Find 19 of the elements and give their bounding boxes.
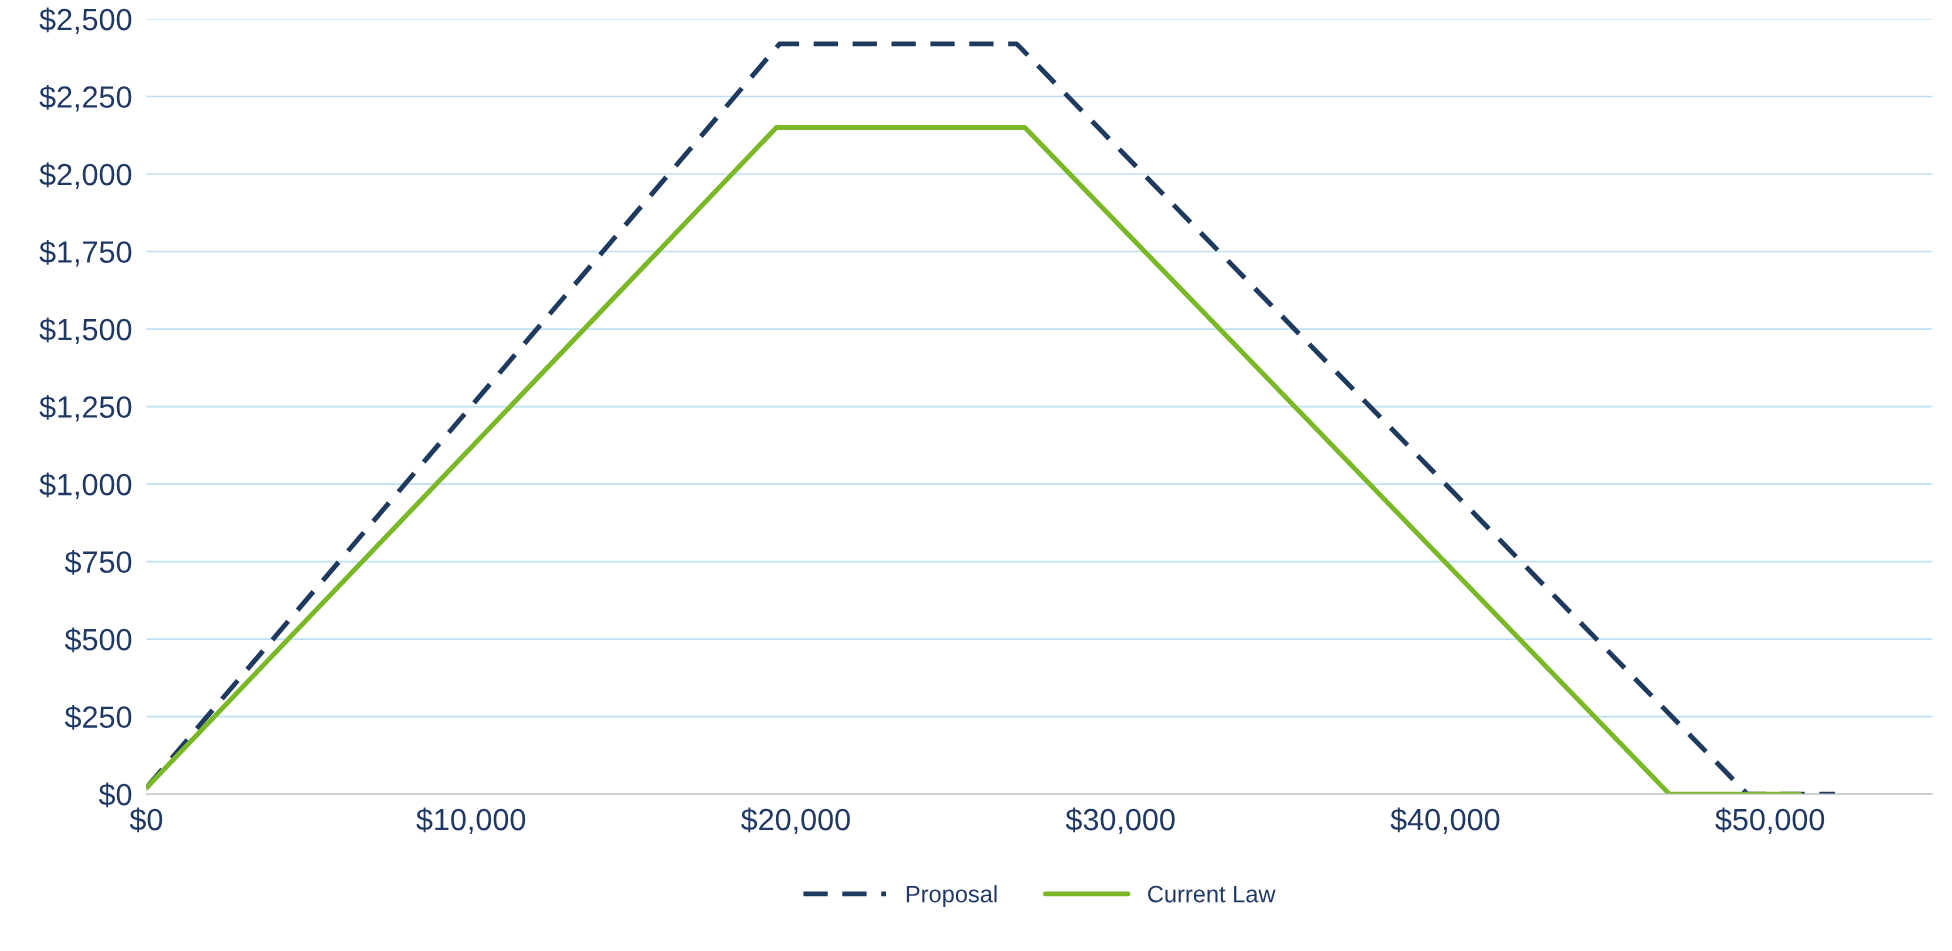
- y-tick-label: $1,250: [39, 395, 132, 422]
- y-tick-label: $0: [98, 782, 132, 808]
- x-tick-label: $20,000: [740, 807, 850, 835]
- y-tick-label: $1,000: [39, 472, 132, 500]
- x-tick-label: $0: [129, 807, 163, 833]
- x-tick-label: $40,000: [1390, 807, 1500, 835]
- y-tick-label: $2,000: [39, 162, 132, 190]
- y-tick-label: $2,250: [39, 84, 132, 112]
- y-tick-label: $1,750: [39, 239, 132, 267]
- y-tick-label: $1,500: [39, 317, 132, 345]
- legend-label: Current Law: [1148, 885, 1276, 903]
- y-tick-label: $750: [64, 550, 132, 575]
- y-tick-label: $500: [64, 627, 132, 653]
- x-tick-label: $30,000: [1065, 807, 1175, 835]
- y-tick-label: $250: [64, 705, 132, 730]
- x-tick-label: $10,000: [416, 807, 526, 835]
- y-tick-label: $2,500: [39, 7, 132, 34]
- legend-label: Proposal: [906, 885, 997, 908]
- x-tick-label: $50,000: [1715, 807, 1825, 835]
